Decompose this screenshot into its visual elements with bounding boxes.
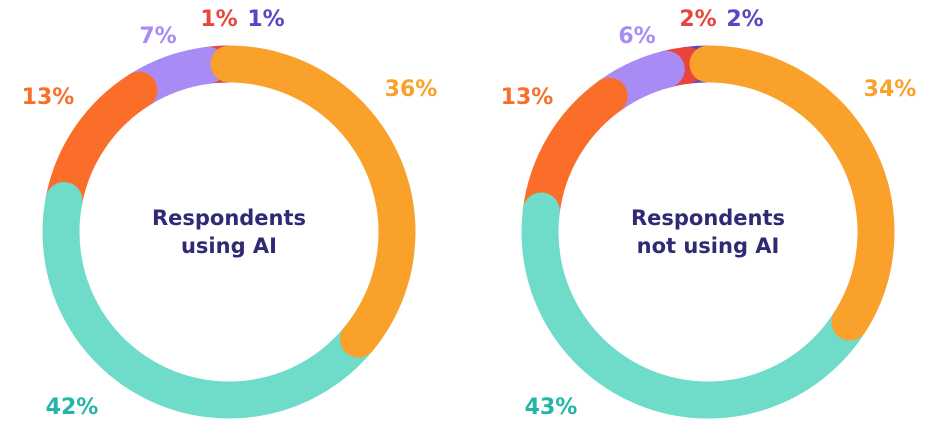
value-label: 13% — [501, 85, 554, 110]
donut-segment — [522, 77, 628, 230]
value-label: 1% — [247, 7, 284, 32]
donut-segment — [42, 182, 377, 419]
center-title: Respondents not using AI — [630, 206, 786, 258]
value-label: 1% — [200, 7, 237, 32]
donut-segment — [210, 45, 416, 358]
value-label: 2% — [726, 7, 763, 32]
value-label: 36% — [385, 77, 438, 102]
donut-segment — [689, 45, 895, 341]
value-label: 34% — [864, 77, 917, 102]
value-label: 13% — [22, 85, 75, 110]
value-label: 2% — [679, 7, 716, 32]
value-label: 7% — [139, 24, 176, 49]
donut-segment — [521, 192, 869, 419]
center-title: Respondents using AI — [151, 206, 307, 258]
value-label: 6% — [618, 24, 655, 49]
value-label: 42% — [46, 395, 99, 420]
donut-segment — [45, 71, 158, 220]
value-label: 43% — [525, 395, 578, 420]
